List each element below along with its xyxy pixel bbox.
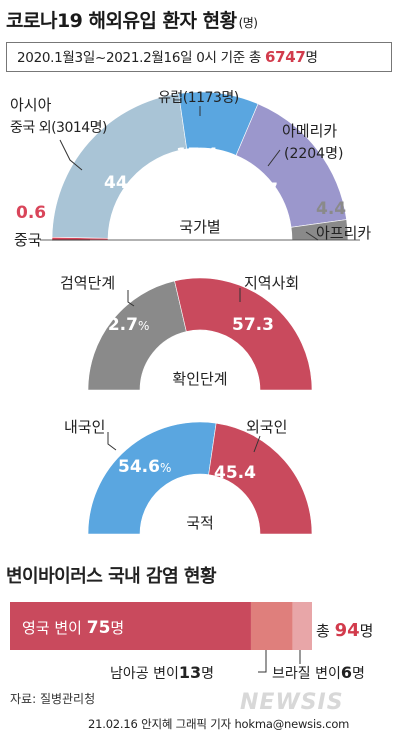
variant-segment-2 <box>292 602 312 650</box>
stage-donut <box>87 277 313 391</box>
page-title: 코로나19 해외유입 환자 현황 (명) <box>6 6 258 33</box>
credit: 21.02.16 안지혜 그래픽 기자 hokma@newsis.com <box>88 717 350 731</box>
variant-total-unit: 명 <box>360 622 374 640</box>
label-china-pct: 0.6 <box>16 203 46 223</box>
variant-uk-label: 영국 변이 75명 <box>22 618 124 638</box>
slice-donut1-1 <box>51 93 188 239</box>
total-count: 6747 <box>264 48 306 66</box>
newsis-watermark: NEWSIS <box>240 690 344 715</box>
label-quarantine-pct-sign: % <box>138 319 149 333</box>
label-domestic: 내국인 <box>64 418 105 436</box>
variant-br: 브라질 변이6명 <box>272 663 365 682</box>
variant-total: 총 94명 <box>316 620 373 641</box>
leader-lines <box>52 106 319 453</box>
variant-bar <box>10 602 312 650</box>
leader-quarantine <box>127 290 135 307</box>
label-america-pct: 32.7 <box>236 180 278 200</box>
label-europe: 유럽(1173명) <box>158 90 239 106</box>
variant-br-unit: 명 <box>352 666 365 682</box>
variant-sa: 남아공 변이13명 <box>110 663 214 682</box>
center-label-country: 국가별 <box>179 218 220 236</box>
label-community-pct: 57.3 <box>232 315 274 335</box>
slice-donut2-1 <box>174 277 313 391</box>
label-foreign: 외국인 <box>246 418 287 436</box>
leader-foreign <box>253 435 261 453</box>
label-domestic-pct-sign: % <box>160 461 171 475</box>
label-community: 지역사회 <box>244 274 299 292</box>
country-donut <box>40 91 360 241</box>
variant-uk-label-text: 영국 변이 <box>22 619 87 637</box>
label-quarantine: 검역단계 <box>60 274 115 292</box>
period-box: 2020.1월3일~2021.2월16일 0시 기준 총 6747명 <box>6 42 392 72</box>
variant-uk-value: 75 <box>87 618 111 638</box>
variant-sa-label: 남아공 변이 <box>110 666 179 682</box>
variant-br-value: 6 <box>341 663 352 682</box>
leader-africa <box>305 231 319 241</box>
label-europe-pct: 17.4 <box>176 145 218 165</box>
variant-segment-1 <box>250 602 293 650</box>
variant-sa-unit: 명 <box>201 666 214 682</box>
label-america-2: (2204명) <box>284 146 343 162</box>
title-text: 코로나19 해외유입 환자 현황 <box>6 10 237 32</box>
variant-sa-value: 13 <box>179 663 201 682</box>
variant-br-label: 브라질 변이 <box>272 666 341 682</box>
label-domestic-pct: 54.6 <box>118 457 160 477</box>
center-label-nationality: 국적 <box>186 514 214 532</box>
variant-leaders <box>258 650 301 673</box>
label-foreign-pct: 45.4 <box>214 463 256 483</box>
variant-segment-0 <box>10 602 251 650</box>
label-america-1: 아메리카 <box>282 122 337 140</box>
variant-uk-unit: 명 <box>110 619 124 637</box>
label-asia-pct-sign: % <box>146 177 157 191</box>
label-africa-pct: 4.4 <box>316 199 346 219</box>
label-quarantine-pct: 42.7 <box>96 315 138 335</box>
center-label-stage: 확인단계 <box>172 370 227 388</box>
label-africa: 아프리카 <box>316 224 371 242</box>
leader-sa <box>258 650 267 673</box>
leader-asia <box>59 139 83 171</box>
leader-domestic <box>107 432 117 451</box>
period-text: 2020.1월3일~2021.2월16일 0시 기준 총 <box>17 50 265 66</box>
variant-total-value: 94 <box>335 620 360 641</box>
leader-america <box>267 149 281 167</box>
title-unit: (명) <box>238 16 258 30</box>
label-asia-1: 아시아 <box>10 96 52 114</box>
label-asia-pct: 44.7 <box>104 173 146 193</box>
slice-donut2-0 <box>87 280 187 391</box>
variant-section-title: 변이바이러스 국내 감염 현황 <box>6 566 217 587</box>
label-asia-2: 중국 외(3014명) <box>10 120 107 136</box>
variant-total-label: 총 <box>316 622 335 640</box>
label-china: 중국 <box>14 231 42 249</box>
slice-donut3-0 <box>87 421 217 535</box>
source: 자료: 질병관리청 <box>10 692 96 706</box>
nationality-donut <box>87 421 313 535</box>
total-unit: 명 <box>305 50 318 66</box>
